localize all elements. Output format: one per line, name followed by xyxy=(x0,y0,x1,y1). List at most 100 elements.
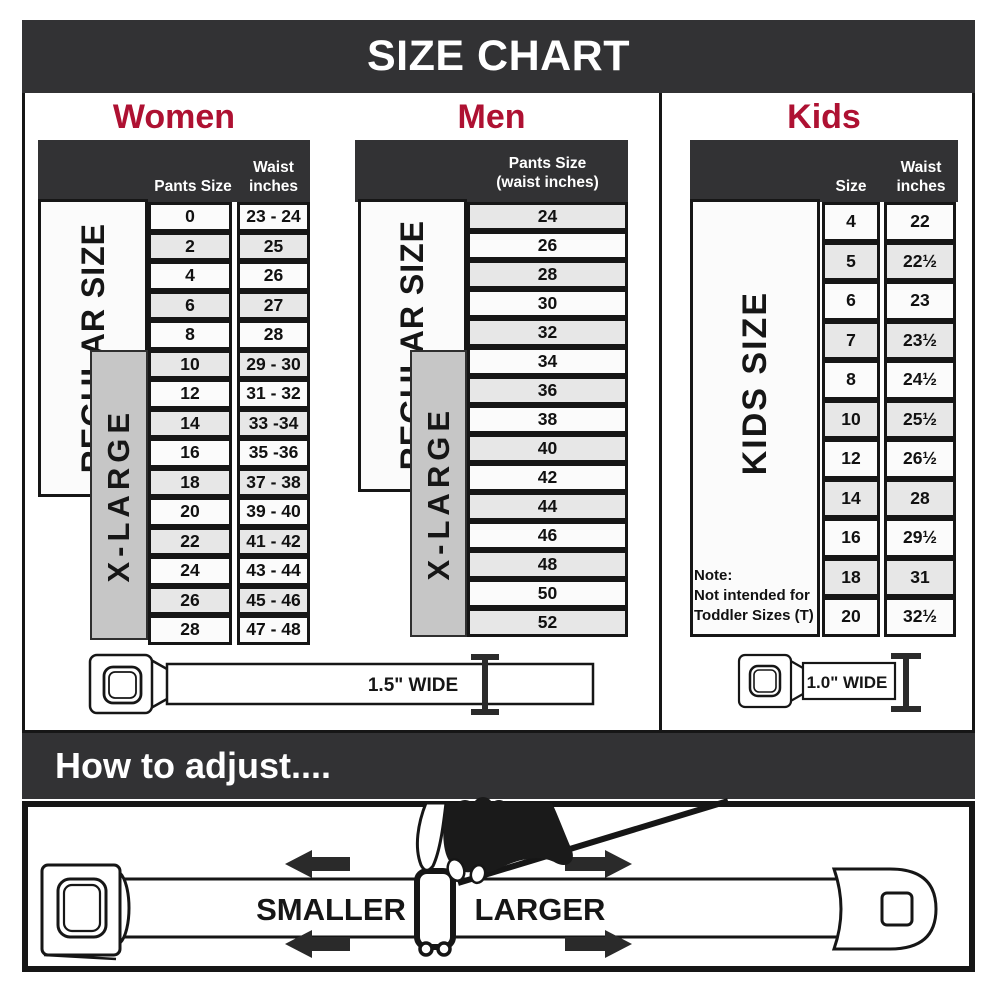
cell-waist: 31 xyxy=(884,557,956,597)
adjust-belt-illustration: SMALLER LARGER xyxy=(40,797,938,961)
width-marker-icon xyxy=(891,653,921,712)
cell-size: 8 xyxy=(148,320,232,350)
cell-size: 38 xyxy=(467,405,628,434)
men-section-title: Men xyxy=(457,98,526,136)
cell-size: 36 xyxy=(467,376,628,405)
seatbelt-buckle-icon xyxy=(88,653,172,715)
cell-size: 20 xyxy=(822,597,880,637)
cell-waist: 43 - 44 xyxy=(237,556,310,586)
kids-col-size-header: Size xyxy=(835,177,867,195)
how-to-adjust-title: How to adjust.... xyxy=(55,745,331,786)
cell-waist: 22 xyxy=(884,202,956,242)
seatbelt-buckle-icon xyxy=(737,653,807,709)
cell-waist: 24½ xyxy=(884,360,956,400)
cell-waist: 45 - 46 xyxy=(237,585,310,615)
cell-size: 26 xyxy=(148,585,232,615)
cell-size: 22 xyxy=(148,526,232,556)
cell-waist: 26 xyxy=(237,261,310,291)
cell-size: 16 xyxy=(822,518,880,558)
table-row: 6 27 xyxy=(148,290,310,320)
table-row: 8 28 xyxy=(148,320,310,350)
men-col-header: Pants Size (waist inches) xyxy=(496,155,599,191)
cell-size: 20 xyxy=(148,497,232,527)
cell-size: 0 xyxy=(148,202,232,232)
cell-waist: 29½ xyxy=(884,518,956,558)
cell-waist: 41 - 42 xyxy=(237,526,310,556)
page-title: SIZE CHART xyxy=(367,32,630,80)
cell-size: 44 xyxy=(467,492,628,521)
cell-size: 26 xyxy=(467,231,628,260)
cell-size: 46 xyxy=(467,521,628,550)
cell-size: 48 xyxy=(467,550,628,579)
cell-waist: 37 - 38 xyxy=(237,467,310,497)
table-row: 12 31 - 32 xyxy=(148,379,310,409)
table-row: 10 25½ xyxy=(822,399,956,439)
table-row: 18 31 xyxy=(822,557,956,597)
kids-size-band: KIDS SIZE xyxy=(690,199,820,637)
belt-strap xyxy=(165,662,595,706)
cell-size: 24 xyxy=(148,556,232,586)
table-row: 16 35 -36 xyxy=(148,438,310,468)
table-row: 30 xyxy=(467,289,628,318)
kids-section-title: Kids xyxy=(787,98,861,136)
table-row: 24 43 - 44 xyxy=(148,556,310,586)
table-row: 46 xyxy=(467,521,628,550)
cell-waist: 26½ xyxy=(884,439,956,479)
table-row: 28 47 - 48 xyxy=(148,615,310,645)
table-row: 24 xyxy=(467,202,628,231)
table-row: 4 22 xyxy=(822,202,956,242)
men-table-header: Pants Size (waist inches) xyxy=(355,140,628,202)
cell-waist: 23 xyxy=(884,281,956,321)
table-row: 34 xyxy=(467,347,628,376)
cell-waist: 29 - 30 xyxy=(237,349,310,379)
women-table-header: Pants Size Waist inches xyxy=(38,140,310,202)
how-to-adjust-bar: How to adjust.... xyxy=(22,733,975,799)
cell-size: 30 xyxy=(467,289,628,318)
table-row: 28 xyxy=(467,260,628,289)
cell-size: 52 xyxy=(467,608,628,637)
table-row: 26 xyxy=(467,231,628,260)
cell-size: 12 xyxy=(148,379,232,409)
section-divider xyxy=(659,93,662,733)
table-row: 32 xyxy=(467,318,628,347)
cell-waist: 32½ xyxy=(884,597,956,637)
table-row: 12 26½ xyxy=(822,439,956,479)
cell-waist: 27 xyxy=(237,290,310,320)
table-row: 20 32½ xyxy=(822,597,956,637)
table-row: 36 xyxy=(467,376,628,405)
table-row: 44 xyxy=(467,492,628,521)
adult-belt-width-label: 1.5" WIDE xyxy=(368,675,458,696)
table-row: 40 xyxy=(467,434,628,463)
cell-size: 34 xyxy=(467,347,628,376)
cell-size: 50 xyxy=(467,579,628,608)
cell-size: 10 xyxy=(822,399,880,439)
cell-size: 5 xyxy=(822,241,880,281)
cell-size: 28 xyxy=(148,615,232,645)
table-row: 48 xyxy=(467,550,628,579)
cell-size: 18 xyxy=(822,557,880,597)
hand-icon xyxy=(415,797,573,885)
table-row: 38 xyxy=(467,405,628,434)
cell-waist: 39 - 40 xyxy=(237,497,310,527)
cell-size: 7 xyxy=(822,320,880,360)
table-row: 14 33 -34 xyxy=(148,408,310,438)
smaller-label: SMALLER xyxy=(256,892,406,927)
cell-size: 42 xyxy=(467,463,628,492)
women-col-size-header: Pants Size xyxy=(154,177,232,195)
women-section-title: Women xyxy=(112,98,236,136)
women-table-body: 0 23 - 24 2 25 4 26 6 27 8 28 10 29 - 30 12 31 … xyxy=(148,202,310,645)
table-row: 42 xyxy=(467,463,628,492)
kids-note: Note: Not intended for Toddler Sizes (T) xyxy=(694,567,814,624)
table-row: 5 22½ xyxy=(822,241,956,281)
cell-size: 10 xyxy=(148,349,232,379)
women-xlarge-band: X-LARGE xyxy=(90,350,148,640)
larger-arrows-icon xyxy=(565,850,632,958)
table-row: 7 23½ xyxy=(822,320,956,360)
cell-waist: 31 - 32 xyxy=(237,379,310,409)
cell-waist: 28 xyxy=(237,320,310,350)
cell-size: 4 xyxy=(148,261,232,291)
adult-belt-illustration: 1.5" WIDE xyxy=(88,653,595,715)
cell-size: 2 xyxy=(148,231,232,261)
belt-latch-plate-icon xyxy=(831,867,938,951)
